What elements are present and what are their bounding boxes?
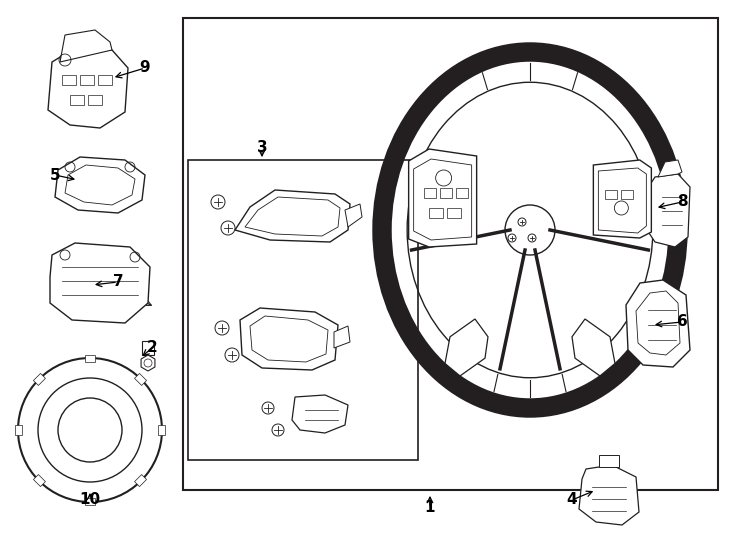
Polygon shape xyxy=(445,319,488,376)
Bar xyxy=(606,190,617,199)
Bar xyxy=(183,18,718,490)
Bar xyxy=(599,455,619,467)
Text: 2: 2 xyxy=(147,341,157,355)
Polygon shape xyxy=(34,374,46,386)
Text: 3: 3 xyxy=(257,140,267,156)
Text: 8: 8 xyxy=(677,194,687,210)
Circle shape xyxy=(272,424,284,436)
Bar xyxy=(622,190,633,199)
Bar xyxy=(70,95,84,105)
Text: 5: 5 xyxy=(50,167,60,183)
Polygon shape xyxy=(642,174,690,247)
Circle shape xyxy=(262,402,274,414)
Text: 6: 6 xyxy=(677,314,687,329)
Polygon shape xyxy=(48,45,128,128)
Polygon shape xyxy=(579,465,639,525)
Bar xyxy=(80,75,94,85)
Polygon shape xyxy=(85,355,95,362)
Polygon shape xyxy=(34,475,46,487)
Polygon shape xyxy=(134,475,147,487)
Circle shape xyxy=(225,348,239,362)
Circle shape xyxy=(508,234,516,242)
Polygon shape xyxy=(345,204,362,227)
Circle shape xyxy=(221,221,235,235)
Polygon shape xyxy=(626,280,690,367)
Bar xyxy=(98,75,112,85)
Circle shape xyxy=(518,218,526,226)
Polygon shape xyxy=(658,160,682,177)
Polygon shape xyxy=(334,326,350,348)
Bar xyxy=(424,188,436,198)
Text: 1: 1 xyxy=(425,501,435,516)
Circle shape xyxy=(211,195,225,209)
Polygon shape xyxy=(134,374,147,386)
Bar xyxy=(429,208,443,218)
Polygon shape xyxy=(572,319,615,376)
FancyArrowPatch shape xyxy=(142,301,151,306)
Bar xyxy=(62,75,76,85)
Polygon shape xyxy=(235,190,350,242)
Bar xyxy=(440,188,451,198)
Bar xyxy=(88,95,102,105)
Text: 10: 10 xyxy=(79,492,101,508)
Polygon shape xyxy=(593,160,651,238)
Bar xyxy=(456,188,468,198)
Polygon shape xyxy=(50,243,150,323)
Bar xyxy=(188,160,418,460)
Bar xyxy=(142,341,154,355)
Polygon shape xyxy=(85,498,95,505)
Polygon shape xyxy=(15,425,22,435)
Circle shape xyxy=(528,234,536,242)
Circle shape xyxy=(18,358,162,502)
Circle shape xyxy=(215,321,229,335)
Text: 4: 4 xyxy=(567,492,578,508)
Polygon shape xyxy=(409,149,476,247)
Bar xyxy=(447,208,461,218)
Polygon shape xyxy=(240,308,338,370)
Polygon shape xyxy=(141,355,155,371)
Polygon shape xyxy=(60,30,112,62)
Polygon shape xyxy=(292,395,348,433)
Text: 7: 7 xyxy=(113,274,123,289)
Text: 9: 9 xyxy=(139,60,150,76)
Polygon shape xyxy=(158,425,165,435)
Polygon shape xyxy=(55,157,145,213)
